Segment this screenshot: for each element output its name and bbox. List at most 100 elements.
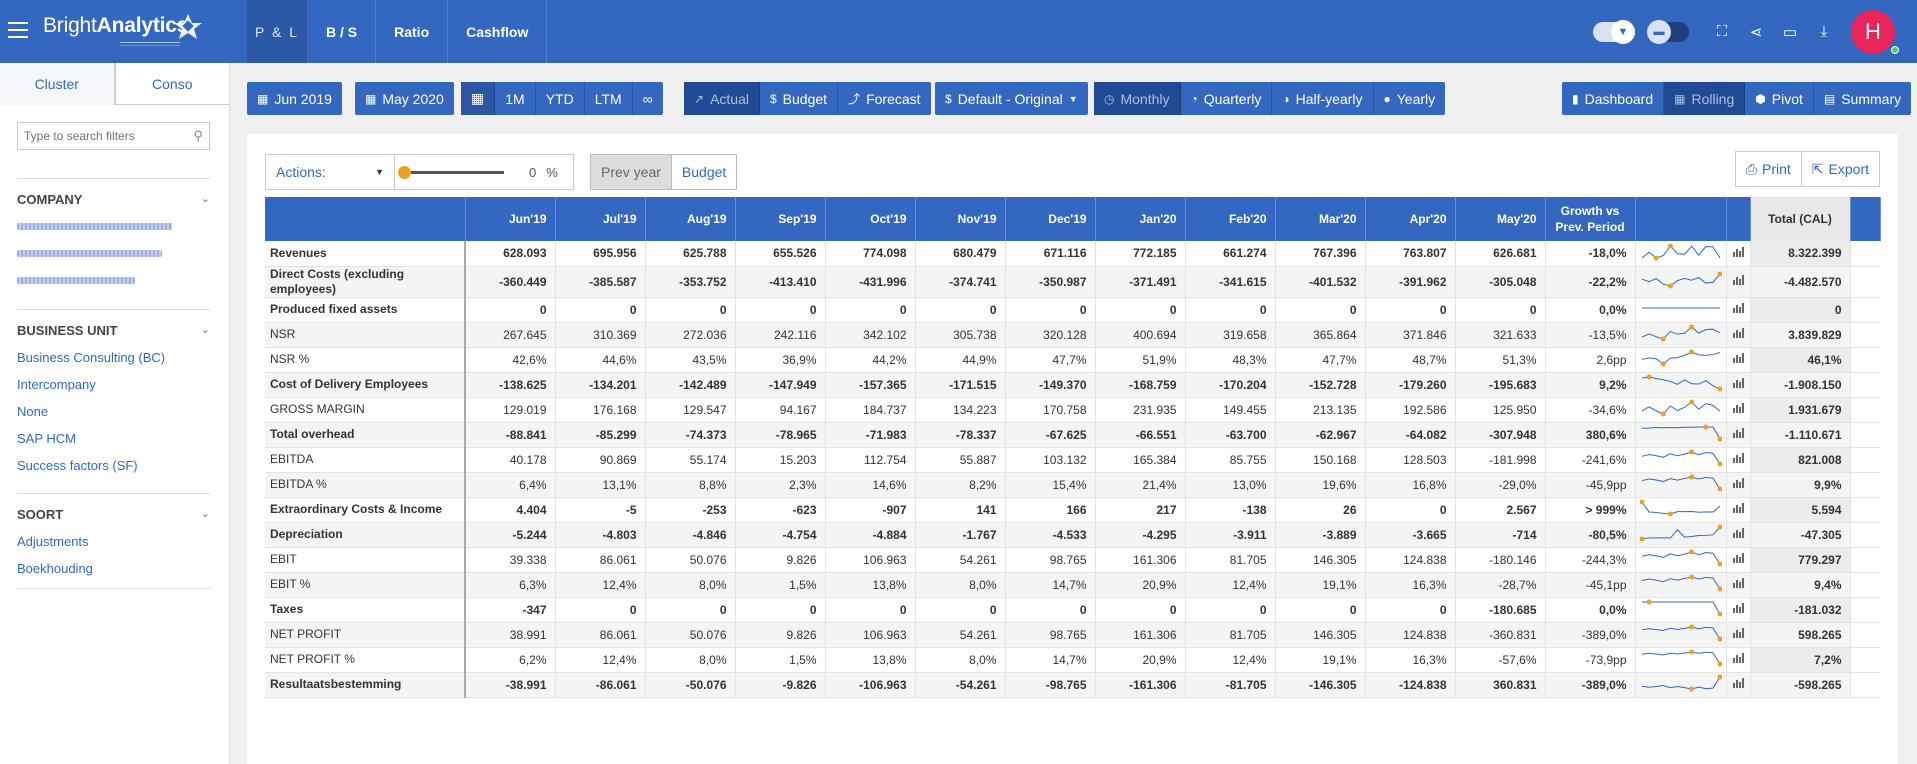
cell-value[interactable]: 16,3% <box>1365 647 1456 673</box>
cell-value[interactable]: 166 <box>1005 497 1096 523</box>
cell-value[interactable]: -64.082 <box>1365 422 1456 448</box>
print-button[interactable]: ⎙ Print <box>1736 152 1802 186</box>
cell-value[interactable]: 170.758 <box>1005 397 1096 423</box>
column-header[interactable]: Aug'19 <box>645 197 736 241</box>
cell-value[interactable]: 50.076 <box>645 547 736 573</box>
view-pivot-button[interactable]: ⬢ Pivot <box>1745 82 1814 115</box>
cell-value[interactable]: -71.983 <box>825 422 916 448</box>
cell-value[interactable]: 12,4% <box>1185 572 1276 598</box>
cell-value[interactable]: 0 <box>555 297 646 323</box>
column-header[interactable]: Sep'19 <box>735 197 826 241</box>
cell-value[interactable]: 305.738 <box>915 322 1006 348</box>
cell-value[interactable]: -98.765 <box>1005 672 1096 698</box>
redacted-company-item[interactable] <box>17 267 210 294</box>
total-value[interactable]: 779.297 <box>1750 547 1851 573</box>
bar-chart-icon[interactable] <box>1726 672 1751 698</box>
cell-value[interactable]: -50.076 <box>645 672 736 698</box>
cell-value[interactable]: -4.884 <box>825 522 916 548</box>
bar-chart-icon[interactable] <box>1726 266 1751 298</box>
cell-value[interactable]: -3.665 <box>1365 522 1456 548</box>
cell-value[interactable]: 0 <box>1365 297 1456 323</box>
filter-item[interactable]: Intercompany <box>17 377 96 392</box>
cell-value[interactable]: 2.567 <box>1455 497 1546 523</box>
cell-value[interactable]: 16,3% <box>1365 572 1456 598</box>
cell-value[interactable]: 90.869 <box>555 447 646 473</box>
filter-item[interactable]: Success factors (SF) <box>17 458 138 473</box>
period-ytd-button[interactable]: YTD <box>536 82 585 115</box>
filter-item[interactable]: Business Consulting (BC) <box>17 350 166 365</box>
sparkline[interactable] <box>1635 397 1727 423</box>
cell-value[interactable]: 21,4% <box>1095 472 1186 498</box>
cell-value[interactable]: 15,4% <box>1005 472 1096 498</box>
cell-value[interactable]: 1,5% <box>735 572 826 598</box>
granularity-yearly-button[interactable]: ● Yearly <box>1374 82 1446 115</box>
cell-value[interactable]: 146.305 <box>1275 547 1366 573</box>
bar-chart-icon[interactable] <box>1726 522 1751 548</box>
cell-value[interactable]: -391.962 <box>1365 266 1456 298</box>
cell-value[interactable]: -374.741 <box>915 266 1006 298</box>
cell-value[interactable]: 141 <box>915 497 1006 523</box>
cell-value[interactable]: 39.338 <box>465 547 556 573</box>
cell-value[interactable]: 43,5% <box>645 347 736 373</box>
cell-value[interactable]: 2,3% <box>735 472 826 498</box>
scenario-actual-button[interactable]: ↗ Actual <box>684 82 760 115</box>
cell-value[interactable]: 0 <box>1275 297 1366 323</box>
cell-value[interactable]: 0 <box>645 597 736 623</box>
total-header[interactable]: Total (CAL) <box>1750 197 1851 241</box>
cell-value[interactable]: -179.260 <box>1365 372 1456 398</box>
share-icon[interactable]: ⋖ <box>1749 23 1763 41</box>
cell-value[interactable]: -347 <box>465 597 556 623</box>
cell-value[interactable]: 26 <box>1275 497 1366 523</box>
row-label[interactable]: NET PROFIT <box>265 622 466 648</box>
table-row[interactable]: Resultaatsbestemming -38.991 -86.061 -50.07… <box>265 672 1880 698</box>
bar-chart-icon[interactable] <box>1726 422 1751 448</box>
cell-value[interactable]: 36,9% <box>735 347 826 373</box>
cell-value[interactable]: 48,3% <box>1185 347 1276 373</box>
row-label[interactable]: Depreciation <box>265 522 466 548</box>
view-dashboard-button[interactable]: ▮ Dashboard <box>1562 82 1665 115</box>
column-header[interactable]: Feb'20 <box>1185 197 1276 241</box>
table-row[interactable]: EBIT % 6,3% 12,4% 8,0% 1,5% 13,8% 8,0% 14,7% 20,… <box>265 572 1880 598</box>
cell-value[interactable]: -138.625 <box>465 372 556 398</box>
table-row[interactable]: Revenues 628.093 695.956 625.788 655.526 774.… <box>265 241 1880 267</box>
sparkline[interactable] <box>1635 447 1727 473</box>
sparkline[interactable] <box>1635 547 1727 573</box>
cell-value[interactable]: 8,0% <box>645 647 736 673</box>
cell-value[interactable]: 161.306 <box>1095 622 1186 648</box>
cell-value[interactable]: 0 <box>825 597 916 623</box>
sparkline[interactable] <box>1635 572 1727 598</box>
table-row[interactable]: Cost of Delivery Employees -138.625 -134.2… <box>265 372 1880 398</box>
cell-value[interactable]: -134.201 <box>555 372 646 398</box>
row-label[interactable]: GROSS MARGIN <box>265 397 466 423</box>
cell-value[interactable]: -5.244 <box>465 522 556 548</box>
cell-value[interactable]: -4.846 <box>645 522 736 548</box>
row-label[interactable]: Total overhead <box>265 422 466 448</box>
cell-value[interactable]: 13,8% <box>825 572 916 598</box>
cell-value[interactable]: 98.765 <box>1005 622 1096 648</box>
redacted-company-item[interactable] <box>17 213 210 240</box>
cell-value[interactable]: -168.759 <box>1095 372 1186 398</box>
from-date-picker[interactable]: ▦ Jun 2019 <box>247 82 342 115</box>
cell-value[interactable]: 55.887 <box>915 447 1006 473</box>
cell-value[interactable]: -138 <box>1185 497 1276 523</box>
period-ltm-button[interactable]: LTM <box>585 82 633 115</box>
cell-value[interactable]: 267.645 <box>465 322 556 348</box>
section-company-header[interactable]: COMPANY ⌄ <box>17 178 210 213</box>
cell-value[interactable]: 13,0% <box>1185 472 1276 498</box>
cell-value[interactable]: 125.950 <box>1455 397 1546 423</box>
sparkline[interactable] <box>1635 297 1727 323</box>
cell-value[interactable]: 124.838 <box>1365 622 1456 648</box>
cell-value[interactable]: 150.168 <box>1275 447 1366 473</box>
chevron-down-icon[interactable]: ⌄ <box>200 324 210 336</box>
filter-toggle[interactable]: ▼ <box>1593 19 1635 44</box>
bar-chart-icon[interactable] <box>1726 241 1751 267</box>
cell-value[interactable]: -4.803 <box>555 522 646 548</box>
cell-value[interactable]: -78.965 <box>735 422 826 448</box>
cell-value[interactable]: 0 <box>735 297 826 323</box>
sidebar-tab-cluster[interactable]: Cluster <box>0 63 115 105</box>
section-business-unit-header[interactable]: BUSINESS UNIT ⌄ <box>17 309 210 344</box>
cell-value[interactable]: 51,3% <box>1455 347 1546 373</box>
cell-value[interactable]: 14,7% <box>1005 572 1096 598</box>
to-date-picker[interactable]: ▦ May 2020 <box>355 82 454 115</box>
row-label[interactable]: EBITDA <box>265 447 466 473</box>
